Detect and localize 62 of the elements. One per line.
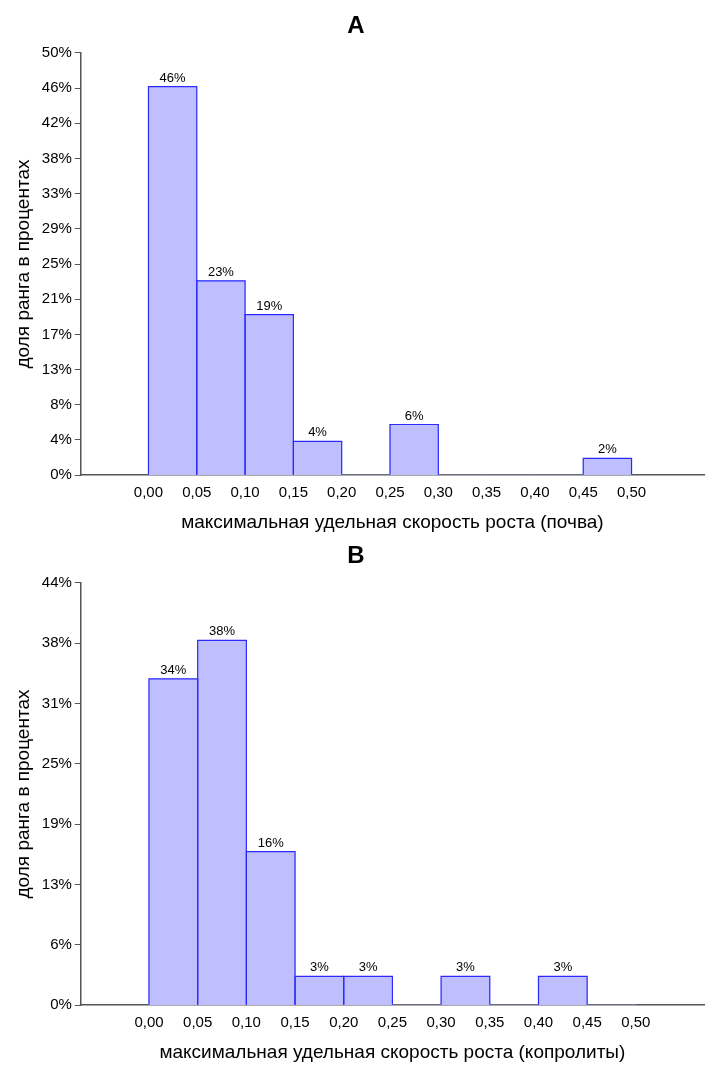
x-axis-title: максимальная удельная скорость роста (почва) xyxy=(181,510,604,532)
x-tick-label: 0,40 xyxy=(520,483,550,501)
x-tick-label: 0,15 xyxy=(278,483,308,501)
chart-title: A xyxy=(347,11,365,39)
y-tick-label: 25% xyxy=(41,754,72,771)
data-label: 2% xyxy=(597,441,618,457)
y-tick-label: 6% xyxy=(50,934,72,952)
x-tick-label: 0,15 xyxy=(280,1013,310,1031)
x-tick-label: 0,40 xyxy=(523,1013,554,1031)
data-label: 23% xyxy=(207,263,235,279)
y-tick-label: 38% xyxy=(41,633,72,651)
data-label: 6% xyxy=(404,407,424,423)
x-tick-label: 0,20 xyxy=(327,483,357,501)
y-axis-title: доля ранга в процентах xyxy=(11,689,33,899)
x-tick-label: 0,50 xyxy=(621,1013,651,1031)
y-tick-label: 38% xyxy=(41,148,72,166)
x-tick-label: 0,20 xyxy=(329,1013,359,1031)
x-tick-label: 0,00 xyxy=(134,1013,164,1031)
y-tick-label: 29% xyxy=(41,218,72,236)
data-label: 16% xyxy=(257,834,285,850)
data-label: 3% xyxy=(456,959,476,975)
x-tick-label: 0,05 xyxy=(183,1013,213,1031)
y-tick-label: 17% xyxy=(41,324,72,342)
y-tick-label: 25% xyxy=(41,254,72,272)
x-tick-label: 0,35 xyxy=(472,483,502,501)
y-tick-label: 13% xyxy=(41,874,72,892)
y-tick-label: 0% xyxy=(50,995,72,1013)
x-tick-label: 0,35 xyxy=(475,1013,505,1031)
x-tick-label: 0,30 xyxy=(426,1013,456,1031)
data-label: 46% xyxy=(159,69,187,85)
y-tick-label: 44% xyxy=(41,572,72,590)
y-tick-label: 46% xyxy=(41,78,72,96)
x-tick-label: 0,00 xyxy=(133,483,164,501)
x-tick-label: 0,10 xyxy=(230,483,260,501)
data-label: 3% xyxy=(553,959,573,975)
x-tick-label: 0,45 xyxy=(568,483,598,501)
y-tick-label: 42% xyxy=(41,113,72,131)
x-tick-label: 0,45 xyxy=(572,1013,602,1031)
y-tick-label: 0% xyxy=(50,465,72,483)
x-tick-label: 0,10 xyxy=(231,1013,261,1031)
y-tick-label: 8% xyxy=(50,394,72,412)
x-tick-label: 0,05 xyxy=(182,483,212,501)
data-label: 19% xyxy=(256,297,283,313)
chart-title: B xyxy=(347,541,365,569)
y-tick-label: 13% xyxy=(41,359,72,377)
x-tick-label: 0,25 xyxy=(377,1013,408,1031)
data-label: 38% xyxy=(209,623,236,639)
y-tick-label: 33% xyxy=(41,183,72,201)
data-label: 34% xyxy=(160,661,187,677)
x-tick-label: 0,25 xyxy=(375,483,405,501)
data-label: 3% xyxy=(358,959,378,975)
y-tick-label: 19% xyxy=(41,814,72,832)
x-axis-title: максимальная удельная скорость роста (копролиты) xyxy=(159,1040,626,1062)
y-tick-label: 31% xyxy=(41,693,72,711)
x-tick-label: 0,30 xyxy=(423,483,453,501)
y-tick-label: 4% xyxy=(50,430,72,448)
y-axis-title: доля ранга в процентах xyxy=(11,159,33,369)
y-tick-label: 50% xyxy=(41,42,72,60)
data-label: 3% xyxy=(309,959,330,975)
y-tick-label: 21% xyxy=(41,289,72,307)
data-label: 4% xyxy=(308,424,328,440)
x-tick-label: 0,50 xyxy=(616,483,647,501)
